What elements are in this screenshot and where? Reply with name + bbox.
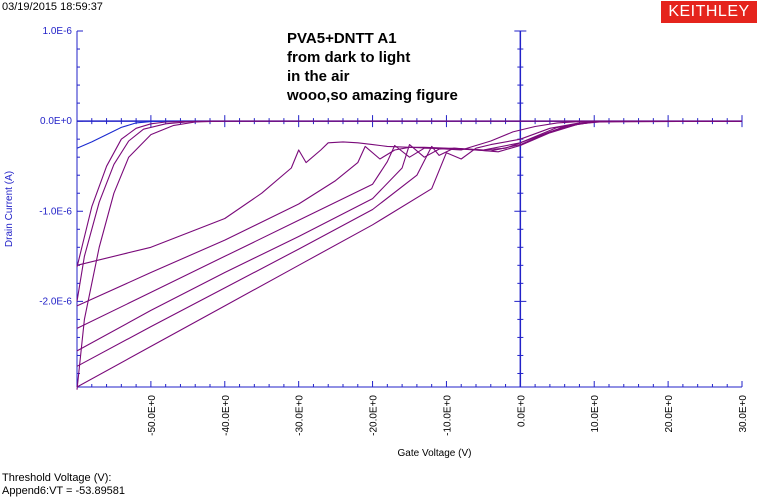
series-line-4: [76, 120, 742, 307]
series-line-8: [76, 120, 742, 388]
x-axis-label: Gate Voltage (V): [398, 448, 472, 459]
y-tick-label: -2.0E-6: [39, 296, 72, 307]
annotation-line-3: in the air: [287, 68, 350, 85]
x-tick-label: 30.0E+0: [738, 395, 749, 433]
series-line-5: [76, 120, 742, 329]
series-line-10: [76, 120, 742, 302]
y-axis-label: Drain Current (A): [4, 171, 15, 247]
series-line-3: [76, 120, 742, 266]
x-tick-label: 10.0E+0: [590, 395, 601, 433]
x-tick-label: 20.0E+0: [664, 395, 675, 433]
chart-marks: 1.0E-6 0.0E+0 -1.0E-6 -2.0E-6 -50.0E+0 -40.0E…: [4, 26, 749, 459]
annotation-line-4: wooo,so amazing figure: [286, 87, 458, 104]
x-tick-label: -30.0E+0: [295, 395, 306, 436]
series-line-9: [76, 120, 742, 390]
x-tick-label: -20.0E+0: [369, 395, 380, 436]
annotation-line-2: from dark to light: [287, 49, 410, 66]
series-line-2: [76, 120, 742, 268]
x-tick-label: -50.0E+0: [147, 395, 158, 436]
y-tick-label: 1.0E-6: [43, 26, 73, 37]
x-tick-label: -10.0E+0: [442, 395, 453, 436]
timestamp: 03/19/2015 18:59:37: [2, 1, 103, 13]
x-tick-label: -40.0E+0: [221, 395, 232, 436]
keithley-logo: KEITHLEY: [661, 1, 757, 23]
threshold-voltage-label: Threshold Voltage (V):: [2, 472, 112, 484]
chart: 1.0E-6 0.0E+0 -1.0E-6 -2.0E-6 -50.0E+0 -40.0E…: [4, 26, 749, 459]
y-tick-label: 0.0E+0: [40, 116, 72, 127]
y-tick-label: -1.0E-6: [39, 206, 72, 217]
series-line-6: [76, 120, 742, 352]
threshold-voltage-value: Append6:VT = -53.89581: [2, 485, 126, 497]
x-tick-label: 0.0E+0: [516, 395, 527, 427]
series-line-7: [76, 120, 743, 367]
annotation-line-1: PVA5+DNTT A1: [287, 30, 397, 47]
